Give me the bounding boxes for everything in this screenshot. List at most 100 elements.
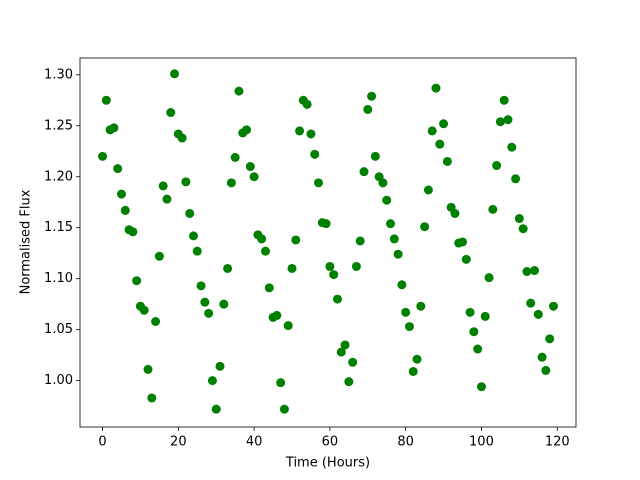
point	[276, 378, 286, 388]
point	[264, 283, 274, 293]
point	[314, 178, 324, 188]
point	[143, 364, 153, 374]
point	[162, 194, 172, 204]
point	[325, 261, 335, 271]
point	[336, 347, 346, 357]
point	[230, 152, 240, 162]
point	[154, 251, 164, 261]
point	[147, 393, 157, 403]
point	[427, 126, 437, 136]
point	[287, 263, 297, 273]
point	[511, 174, 521, 184]
x-tick-label: 60	[322, 435, 339, 450]
point	[492, 161, 502, 171]
point	[480, 311, 490, 321]
point	[503, 115, 513, 125]
y-tick-label: 1.20	[44, 169, 73, 184]
x-tick-label: 80	[397, 435, 414, 450]
point	[416, 301, 426, 311]
point	[548, 301, 558, 311]
point	[211, 404, 221, 414]
point	[170, 69, 180, 79]
y-tick-label: 1.05	[44, 322, 73, 337]
y-tick-label: 1.15	[44, 220, 73, 235]
point	[98, 151, 108, 161]
point	[101, 95, 111, 105]
point	[306, 129, 316, 139]
point	[458, 237, 468, 247]
point	[495, 117, 505, 127]
point	[351, 261, 361, 271]
point	[348, 357, 358, 367]
point	[283, 321, 293, 331]
x-axis-label: Time (Hours)	[285, 456, 370, 471]
point	[484, 273, 494, 283]
point	[185, 208, 195, 218]
point	[321, 219, 331, 229]
point	[473, 344, 483, 354]
point	[249, 172, 259, 182]
point	[295, 126, 305, 136]
point	[397, 280, 407, 290]
x-tick-label: 100	[469, 435, 494, 450]
point	[120, 205, 130, 215]
point	[302, 99, 312, 109]
x-tick-label: 20	[170, 435, 187, 450]
point	[367, 91, 377, 101]
point	[518, 224, 528, 234]
point	[499, 95, 509, 105]
point	[370, 151, 380, 161]
point	[310, 149, 320, 159]
point	[340, 340, 350, 350]
y-axis-label: Normalised Flux	[19, 189, 34, 294]
point	[245, 162, 255, 172]
point	[423, 185, 433, 195]
point	[488, 204, 498, 214]
x-tick-label: 120	[545, 435, 570, 450]
point	[109, 123, 119, 133]
point	[257, 234, 267, 244]
point	[279, 404, 289, 414]
x-tick-label: 0	[98, 435, 106, 450]
point	[431, 83, 441, 93]
point	[139, 305, 149, 315]
point	[116, 189, 126, 199]
point	[332, 294, 342, 304]
point	[476, 382, 486, 392]
point	[420, 222, 430, 232]
point	[412, 354, 422, 364]
point	[386, 219, 396, 229]
point	[461, 254, 471, 264]
point	[465, 307, 475, 317]
x-tick-label: 40	[246, 435, 263, 450]
point	[329, 270, 339, 280]
point	[291, 235, 301, 245]
point	[223, 263, 233, 273]
point	[401, 307, 411, 317]
point	[188, 231, 198, 241]
point	[200, 297, 210, 307]
point	[166, 108, 176, 118]
point	[113, 164, 123, 174]
point	[363, 104, 373, 114]
point	[151, 316, 161, 326]
point	[128, 227, 138, 237]
y-tick-label: 1.30	[44, 67, 73, 82]
point	[272, 310, 282, 320]
point	[514, 214, 524, 224]
point	[359, 167, 369, 177]
point	[378, 178, 388, 188]
point	[181, 177, 191, 187]
point	[404, 322, 414, 332]
point	[530, 266, 540, 276]
point	[242, 125, 252, 135]
point	[439, 119, 449, 129]
point	[192, 246, 202, 256]
point	[204, 308, 214, 318]
point	[234, 86, 244, 96]
point	[132, 276, 142, 286]
y-tick-label: 1.10	[44, 271, 73, 286]
point	[219, 299, 229, 309]
point	[177, 133, 187, 143]
